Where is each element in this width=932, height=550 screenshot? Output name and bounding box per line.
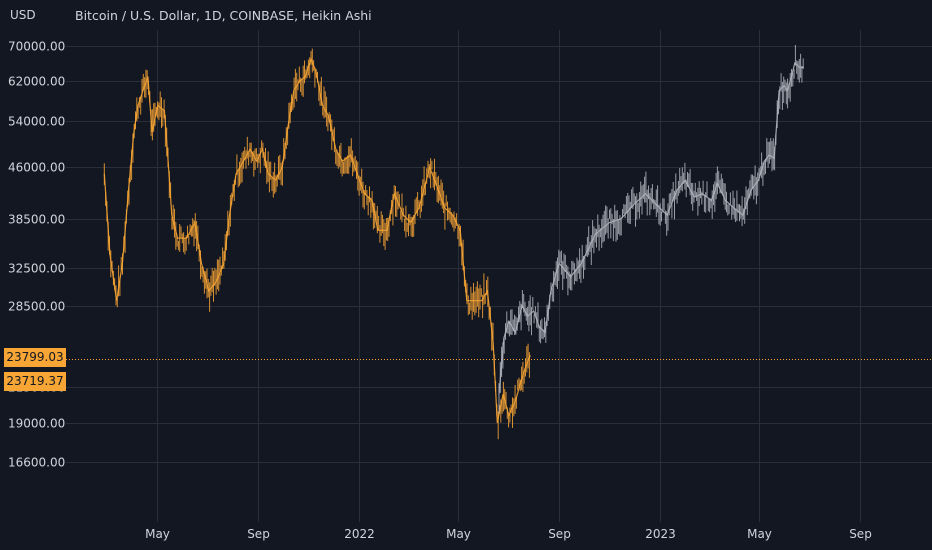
y-tick-label: 16600.00 bbox=[8, 456, 65, 470]
y-tick-label: 32500.00 bbox=[8, 262, 65, 276]
x-tick-label: May bbox=[747, 527, 772, 541]
price-tag-lower: 23719.37 bbox=[4, 372, 66, 391]
y-tick-label: 46000.00 bbox=[8, 161, 65, 175]
price-series bbox=[103, 45, 804, 440]
y-tick-label: 28500.00 bbox=[8, 300, 65, 314]
x-tick-label: May bbox=[446, 527, 471, 541]
series-2 bbox=[498, 45, 804, 414]
y-tick-label: 54000.00 bbox=[8, 115, 65, 129]
x-tick-label: 2022 bbox=[344, 527, 375, 541]
x-tick-label: 2023 bbox=[645, 527, 676, 541]
y-axis: 70000.00 62000.00 54000.00 46000.00 38500.00… bbox=[8, 40, 65, 470]
y-axis-unit: USD bbox=[10, 8, 36, 22]
y-tick-label: 19000.00 bbox=[8, 417, 65, 431]
x-tick-label: Sep bbox=[247, 527, 270, 541]
chart-title: Bitcoin / U.S. Dollar, 1D, COINBASE, Hei… bbox=[75, 8, 372, 23]
x-tick-label: May bbox=[145, 527, 170, 541]
y-tick-label: 38500.00 bbox=[8, 213, 65, 227]
x-tick-label: Sep bbox=[548, 527, 571, 541]
price-tag-upper: 23799.03 bbox=[4, 348, 66, 367]
x-axis: May Sep 2022 May Sep 2023 May Sep bbox=[145, 527, 872, 541]
y-tick-label: 70000.00 bbox=[8, 40, 65, 54]
y-tick-label: 62000.00 bbox=[8, 75, 65, 89]
x-tick-label: Sep bbox=[849, 527, 872, 541]
series-1 bbox=[103, 48, 531, 440]
